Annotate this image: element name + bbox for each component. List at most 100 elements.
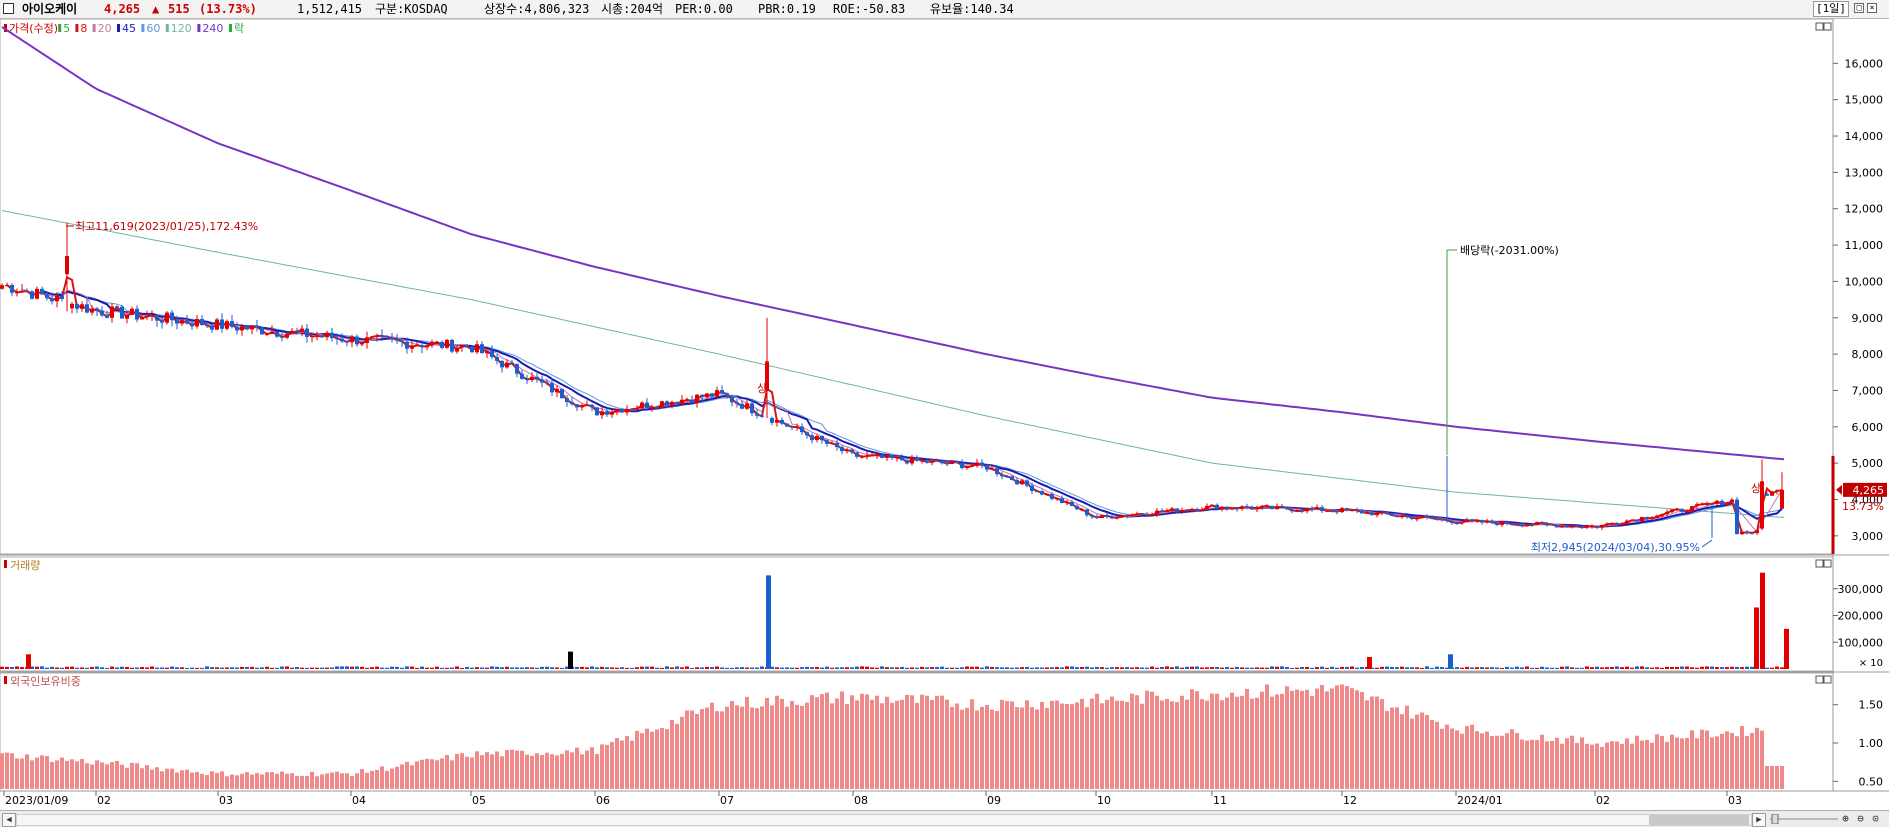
- volume-bar: [455, 666, 459, 669]
- panel-control-icon[interactable]: [1815, 22, 1824, 31]
- legend-swatch: [141, 24, 145, 32]
- foreign-ratio-bar: [1605, 742, 1609, 789]
- per-value: PER:0.00: [675, 2, 733, 16]
- volume-bar: [5, 666, 9, 669]
- interval-selector[interactable]: [1일]: [1813, 1, 1849, 17]
- zoom-out-icon[interactable]: ⊖: [1857, 812, 1864, 825]
- candle-body: [730, 396, 734, 403]
- foreign-ratio-bar: [1740, 726, 1744, 789]
- foreign-ratio-bar: [645, 728, 649, 789]
- panel-control-icon[interactable]: [1815, 559, 1824, 568]
- volume-bar: [1130, 667, 1134, 669]
- foreign-ratio-bar: [825, 692, 829, 789]
- foreign-ratio-bar: [1600, 747, 1604, 789]
- volume-bar: [880, 666, 884, 669]
- candle-body: [670, 401, 674, 406]
- candle-body: [1505, 521, 1509, 525]
- panel-control-icon[interactable]: [1823, 559, 1832, 568]
- scroll-thumb[interactable]: [1649, 815, 1749, 825]
- candle-body: [1645, 517, 1649, 519]
- market-type: 구분:KOSDAQ: [375, 2, 448, 16]
- foreign-ratio-bar: [935, 695, 939, 789]
- last-price-pointer-icon: [1836, 484, 1842, 495]
- candle-body: [655, 407, 659, 409]
- volume-bar: [610, 667, 614, 669]
- volume-bar: [1455, 667, 1459, 669]
- zoom-in-icon[interactable]: ⊕: [1842, 812, 1849, 825]
- close-icon[interactable]: ×: [1867, 3, 1877, 13]
- scroll-right-icon[interactable]: ▶: [1752, 813, 1766, 827]
- scroll-track[interactable]: [16, 814, 1752, 826]
- zoom-slider[interactable]: [1770, 814, 1838, 824]
- volume-bar: [775, 667, 779, 669]
- foreign-ratio-bar: [1110, 696, 1114, 789]
- candle-body: [1240, 506, 1244, 509]
- candle-body: [1535, 522, 1539, 526]
- volume-bar: [1725, 667, 1729, 669]
- candle-body: [510, 362, 514, 365]
- candle-body: [980, 462, 984, 466]
- foreign-ratio-bar: [445, 755, 449, 789]
- candle-body: [1600, 524, 1604, 528]
- candle-body: [890, 455, 894, 459]
- candle-body: [1735, 499, 1739, 535]
- foreign-ratio-bar: [745, 696, 749, 789]
- foreign-ratio-bar: [710, 702, 714, 789]
- panel-control-icon[interactable]: [1815, 675, 1824, 684]
- candle-body: [835, 442, 839, 448]
- foreign-ratio-bar: [1250, 698, 1254, 789]
- candle-body: [1070, 501, 1074, 507]
- candle-body: [435, 341, 439, 343]
- zoom-reset-icon[interactable]: ⊙: [1872, 812, 1879, 825]
- foreign-ratio-bar: [830, 703, 834, 789]
- stock-name: 아이오케이: [22, 2, 78, 16]
- volume-bar: [735, 667, 739, 669]
- foreign-ratio-bar: [880, 703, 884, 789]
- volume-bar: [355, 666, 359, 669]
- foreign-ratio-bar: [835, 698, 839, 789]
- low-annotation: 최저2,945(2024/03/04),30.95%: [1531, 541, 1700, 554]
- candle-body: [1375, 512, 1379, 516]
- foreign-ratio-bar: [1690, 730, 1694, 789]
- candle-body: [30, 291, 34, 299]
- volume-bar: [435, 666, 439, 669]
- volume-bar: [485, 667, 489, 669]
- pbr-value: PBR:0.19: [758, 2, 816, 16]
- scroll-left-icon[interactable]: ◀: [2, 813, 16, 827]
- candle-body: [1580, 526, 1584, 528]
- last-price-label: 4,265: [1853, 484, 1885, 497]
- volume-spike-bar: [1784, 628, 1789, 669]
- candle-body: [1325, 510, 1329, 512]
- volume-bar: [1560, 666, 1564, 669]
- panel-control-icon[interactable]: [1823, 22, 1832, 31]
- maximize-icon[interactable]: □: [1854, 3, 1864, 13]
- volume-bar: [725, 667, 729, 669]
- select-checkbox[interactable]: [3, 3, 14, 14]
- volume-bar: [845, 667, 849, 669]
- foreign-ratio-bar: [775, 695, 779, 789]
- volume-bar: [920, 666, 924, 669]
- foreign-ratio-bar: [605, 744, 609, 789]
- volume-bar: [630, 667, 634, 669]
- foreign-ratio-bar: [800, 705, 804, 789]
- foreign-ratio-bar: [1475, 731, 1479, 789]
- candle-body: [1525, 524, 1529, 527]
- candle-body: [165, 312, 169, 323]
- panel-control-icon[interactable]: [1823, 675, 1832, 684]
- upper-limit-marker: 상: [1751, 482, 1761, 495]
- volume-bar: [580, 666, 584, 669]
- volume-bar: [1575, 667, 1579, 669]
- volume-bar: [1035, 667, 1039, 669]
- candle-body: [700, 394, 704, 398]
- candle-body: [1250, 507, 1254, 510]
- candle-body: [270, 331, 274, 334]
- foreign-ratio-bar: [430, 759, 434, 789]
- foreign-ratio-bar: [1500, 735, 1504, 789]
- foreign-ratio-bar: [1230, 692, 1234, 789]
- candle-body: [1720, 500, 1724, 505]
- candle-body: [430, 342, 434, 346]
- volume-bar: [30, 666, 34, 669]
- candle-body: [620, 409, 624, 413]
- candle-body: [470, 347, 474, 353]
- candle-body: [255, 325, 259, 328]
